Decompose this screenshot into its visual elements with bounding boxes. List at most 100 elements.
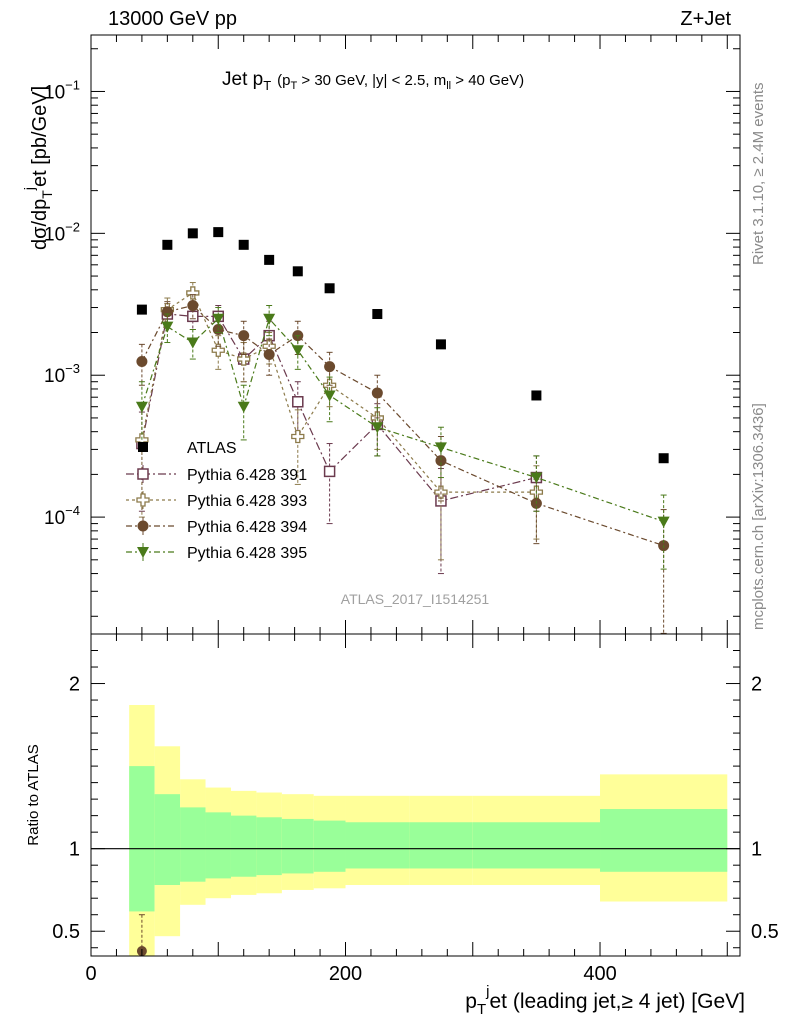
- series-line: [141, 292, 537, 493]
- data-point: [292, 396, 304, 408]
- data-point: [237, 352, 251, 366]
- atlas-point: [372, 309, 383, 320]
- legend-label: Pythia 6.428 395: [187, 545, 307, 562]
- data-point: [291, 429, 305, 444]
- legend-label: ATLAS: [187, 440, 237, 457]
- ratio-y-label: Ratio to ATLAS: [25, 744, 42, 845]
- series-line: [141, 317, 664, 523]
- data-point: [237, 401, 250, 413]
- y-tick-exp: −3: [65, 361, 80, 376]
- atlas-point: [324, 283, 335, 294]
- x-tick-label: 0: [85, 963, 96, 985]
- data-point: [161, 321, 174, 333]
- y-tick-base: 10: [44, 508, 65, 529]
- atlas-point: [213, 227, 224, 238]
- ratio-tick-label-right: 1: [751, 839, 762, 861]
- y-tick-base: 10: [44, 366, 65, 387]
- data-point: [323, 465, 336, 478]
- data-point: [371, 422, 384, 434]
- legend-label: Pythia 6.428 393: [187, 493, 307, 510]
- legend: ATLAS Pythia 6.428 391 Pythia 6.428 393 Pyt…: [126, 440, 307, 562]
- ratio-tick-label-left: 0.5: [52, 921, 80, 943]
- data-point: [324, 361, 336, 373]
- atlas-point: [187, 228, 198, 239]
- atlas-point: [162, 239, 173, 250]
- y-tick-label: 10−4: [44, 503, 80, 529]
- ratio-tick-label-left: 1: [69, 839, 80, 861]
- ratio-band-inner: [281, 818, 314, 874]
- ratio-band-inner: [205, 812, 231, 879]
- legend-marker: [138, 442, 148, 452]
- data-point: [371, 387, 383, 399]
- y-tick-exp: −1: [65, 77, 80, 92]
- atlas-point: [531, 390, 542, 401]
- watermark: ATLAS_2017_I1514251: [341, 591, 490, 607]
- rivet-label: Rivet 3.1.10, ≥ 2.4M events: [750, 83, 767, 266]
- data-point: [186, 337, 199, 349]
- ratio-band-group: [91, 705, 740, 956]
- header-right: Z+Jet: [680, 8, 731, 30]
- ratio-band-inner: [129, 766, 155, 912]
- atlas-point: [292, 266, 303, 277]
- x-tick-label: 400: [583, 963, 616, 985]
- main-y-label: dσ/dpTjet [pb/GeV]: [21, 86, 55, 250]
- ratio-band-inner: [313, 820, 346, 872]
- ratio-tick-label-left: 2: [69, 674, 80, 696]
- data-point: [161, 306, 173, 318]
- y-tick-base: 10: [44, 82, 65, 103]
- plot-title: Jet pT (pT > 30 GeV, |y| < 2.5, mll > 40 …: [222, 69, 524, 93]
- data-point: [263, 348, 275, 360]
- data-point: [186, 286, 200, 300]
- legend-marker: [136, 493, 150, 507]
- legend-label: Pythia 6.428 394: [187, 519, 307, 536]
- y-tick-label: 10−1: [44, 77, 80, 103]
- atlas-point: [238, 239, 249, 250]
- atlas-point: [136, 304, 147, 315]
- x-tick-label: 200: [329, 963, 362, 985]
- ratio-ticks-group: 0.5 0.5 1 1 2 2: [52, 650, 779, 949]
- data-point: [187, 300, 199, 312]
- ratio-tick-label-right: 0.5: [751, 921, 779, 943]
- legend-marker: [137, 468, 149, 480]
- legend-label: Pythia 6.428 391: [187, 467, 307, 484]
- data-point: [211, 343, 225, 357]
- y-tick-label: 10−3: [44, 361, 80, 387]
- data-point: [323, 390, 336, 402]
- y-tick-label: 10−2: [44, 219, 80, 245]
- ratio-band-inner: [345, 822, 410, 869]
- data-point: [291, 345, 304, 357]
- legend-marker: [137, 547, 149, 558]
- series-line: [141, 304, 664, 547]
- ratio-band-inner: [600, 809, 728, 872]
- ratio-band-inner: [256, 817, 282, 876]
- mcplots-label: mcplots.cern.ch [arXiv:1306.3436]: [750, 403, 767, 630]
- ratio-band-inner: [180, 807, 206, 882]
- legend-item-atlas: ATLAS: [138, 440, 237, 457]
- data-point: [434, 442, 447, 454]
- ratio-frame: [90, 633, 741, 957]
- ratio-tick-label-right: 2: [751, 674, 762, 696]
- legend-marker: [137, 520, 149, 532]
- ratio-band-inner: [472, 822, 601, 869]
- y-tick-base: 10: [44, 224, 65, 245]
- ratio-band-inner: [409, 822, 473, 869]
- atlas-markers-group: [136, 227, 669, 464]
- atlas-point: [658, 453, 669, 464]
- data-point: [135, 401, 148, 413]
- series-395: [135, 305, 670, 570]
- y-tick-exp: −2: [65, 219, 80, 234]
- data-point: [238, 330, 250, 342]
- legend-item-395: Pythia 6.428 395: [126, 543, 307, 562]
- data-point: [212, 313, 225, 325]
- data-point: [657, 516, 670, 528]
- x-axis-label: pTjet (leading jet,≥ 4 jet) [GeV]: [465, 983, 745, 1018]
- ratio-band-inner: [154, 794, 181, 885]
- legend-item-393: Pythia 6.428 393: [126, 491, 307, 510]
- header-left: 13000 GeV pp: [108, 8, 237, 30]
- ratio-band-inner: [230, 815, 257, 877]
- atlas-point: [264, 254, 275, 265]
- legend-item-394: Pythia 6.428 394: [126, 517, 307, 536]
- main-series-group: [135, 282, 670, 634]
